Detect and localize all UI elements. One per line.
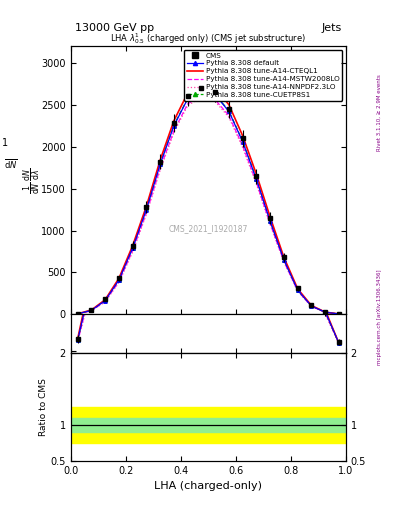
Text: $\overline{\mathrm{d}N}$: $\overline{\mathrm{d}N}$ [4, 157, 18, 171]
Bar [71, 407, 346, 443]
Bar [71, 418, 346, 432]
Text: Rivet 3.1.10, ≥ 2.9M events: Rivet 3.1.10, ≥ 2.9M events [377, 74, 382, 151]
Text: Jets: Jets [321, 23, 342, 33]
Y-axis label: Ratio to CMS: Ratio to CMS [39, 378, 48, 436]
Text: CMS_2021_I1920187: CMS_2021_I1920187 [169, 224, 248, 233]
Text: mcplots.cern.ch [arXiv:1306.3436]: mcplots.cern.ch [arXiv:1306.3436] [377, 270, 382, 365]
Text: 1: 1 [2, 138, 8, 148]
Text: $\frac{1}{\mathrm{d}N}\,\frac{\mathrm{d}N}{\mathrm{d}\lambda}$: $\frac{1}{\mathrm{d}N}\,\frac{\mathrm{d}… [22, 167, 43, 194]
Title: LHA $\lambda^{1}_{0.5}$ (charged only) (CMS jet substructure): LHA $\lambda^{1}_{0.5}$ (charged only) (… [110, 31, 306, 46]
X-axis label: LHA (charged-only): LHA (charged-only) [154, 481, 262, 491]
Legend: CMS, Pythia 8.308 default, Pythia 8.308 tune-A14-CTEQL1, Pythia 8.308 tune-A14-M: CMS, Pythia 8.308 default, Pythia 8.308 … [184, 50, 342, 101]
Text: 13000 GeV pp: 13000 GeV pp [75, 23, 154, 33]
